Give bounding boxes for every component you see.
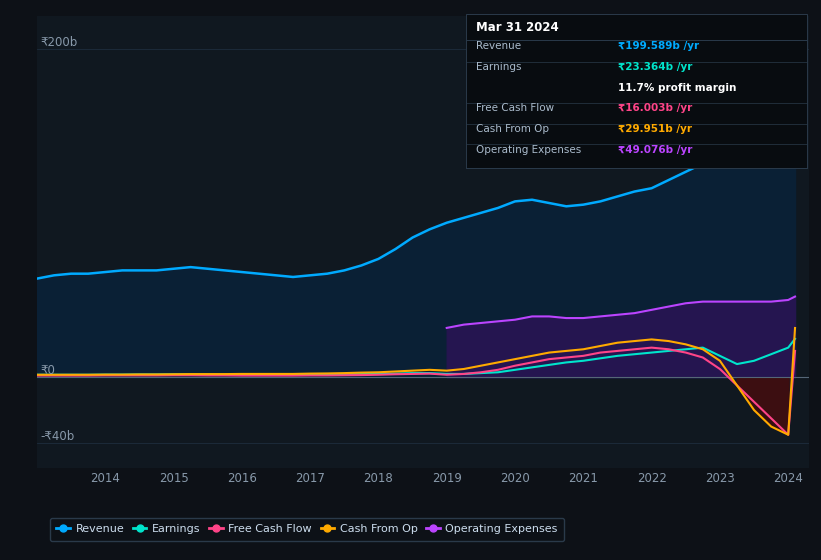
Text: Operating Expenses: Operating Expenses — [476, 145, 581, 155]
Text: -₹40b: -₹40b — [40, 430, 75, 443]
Text: ₹23.364b /yr: ₹23.364b /yr — [618, 62, 693, 72]
Text: ₹16.003b /yr: ₹16.003b /yr — [618, 104, 692, 114]
Text: 11.7% profit margin: 11.7% profit margin — [618, 83, 736, 93]
Text: ₹199.589b /yr: ₹199.589b /yr — [618, 41, 699, 52]
Legend: Revenue, Earnings, Free Cash Flow, Cash From Op, Operating Expenses: Revenue, Earnings, Free Cash Flow, Cash … — [50, 517, 564, 541]
Text: ₹200b: ₹200b — [40, 35, 78, 49]
Text: ₹29.951b /yr: ₹29.951b /yr — [618, 124, 692, 134]
Text: Earnings: Earnings — [476, 62, 521, 72]
Text: ₹0: ₹0 — [40, 364, 55, 377]
Text: Mar 31 2024: Mar 31 2024 — [476, 21, 559, 34]
Text: Cash From Op: Cash From Op — [476, 124, 549, 134]
Text: Free Cash Flow: Free Cash Flow — [476, 104, 554, 114]
Text: Revenue: Revenue — [476, 41, 521, 52]
Text: ₹49.076b /yr: ₹49.076b /yr — [618, 145, 693, 155]
